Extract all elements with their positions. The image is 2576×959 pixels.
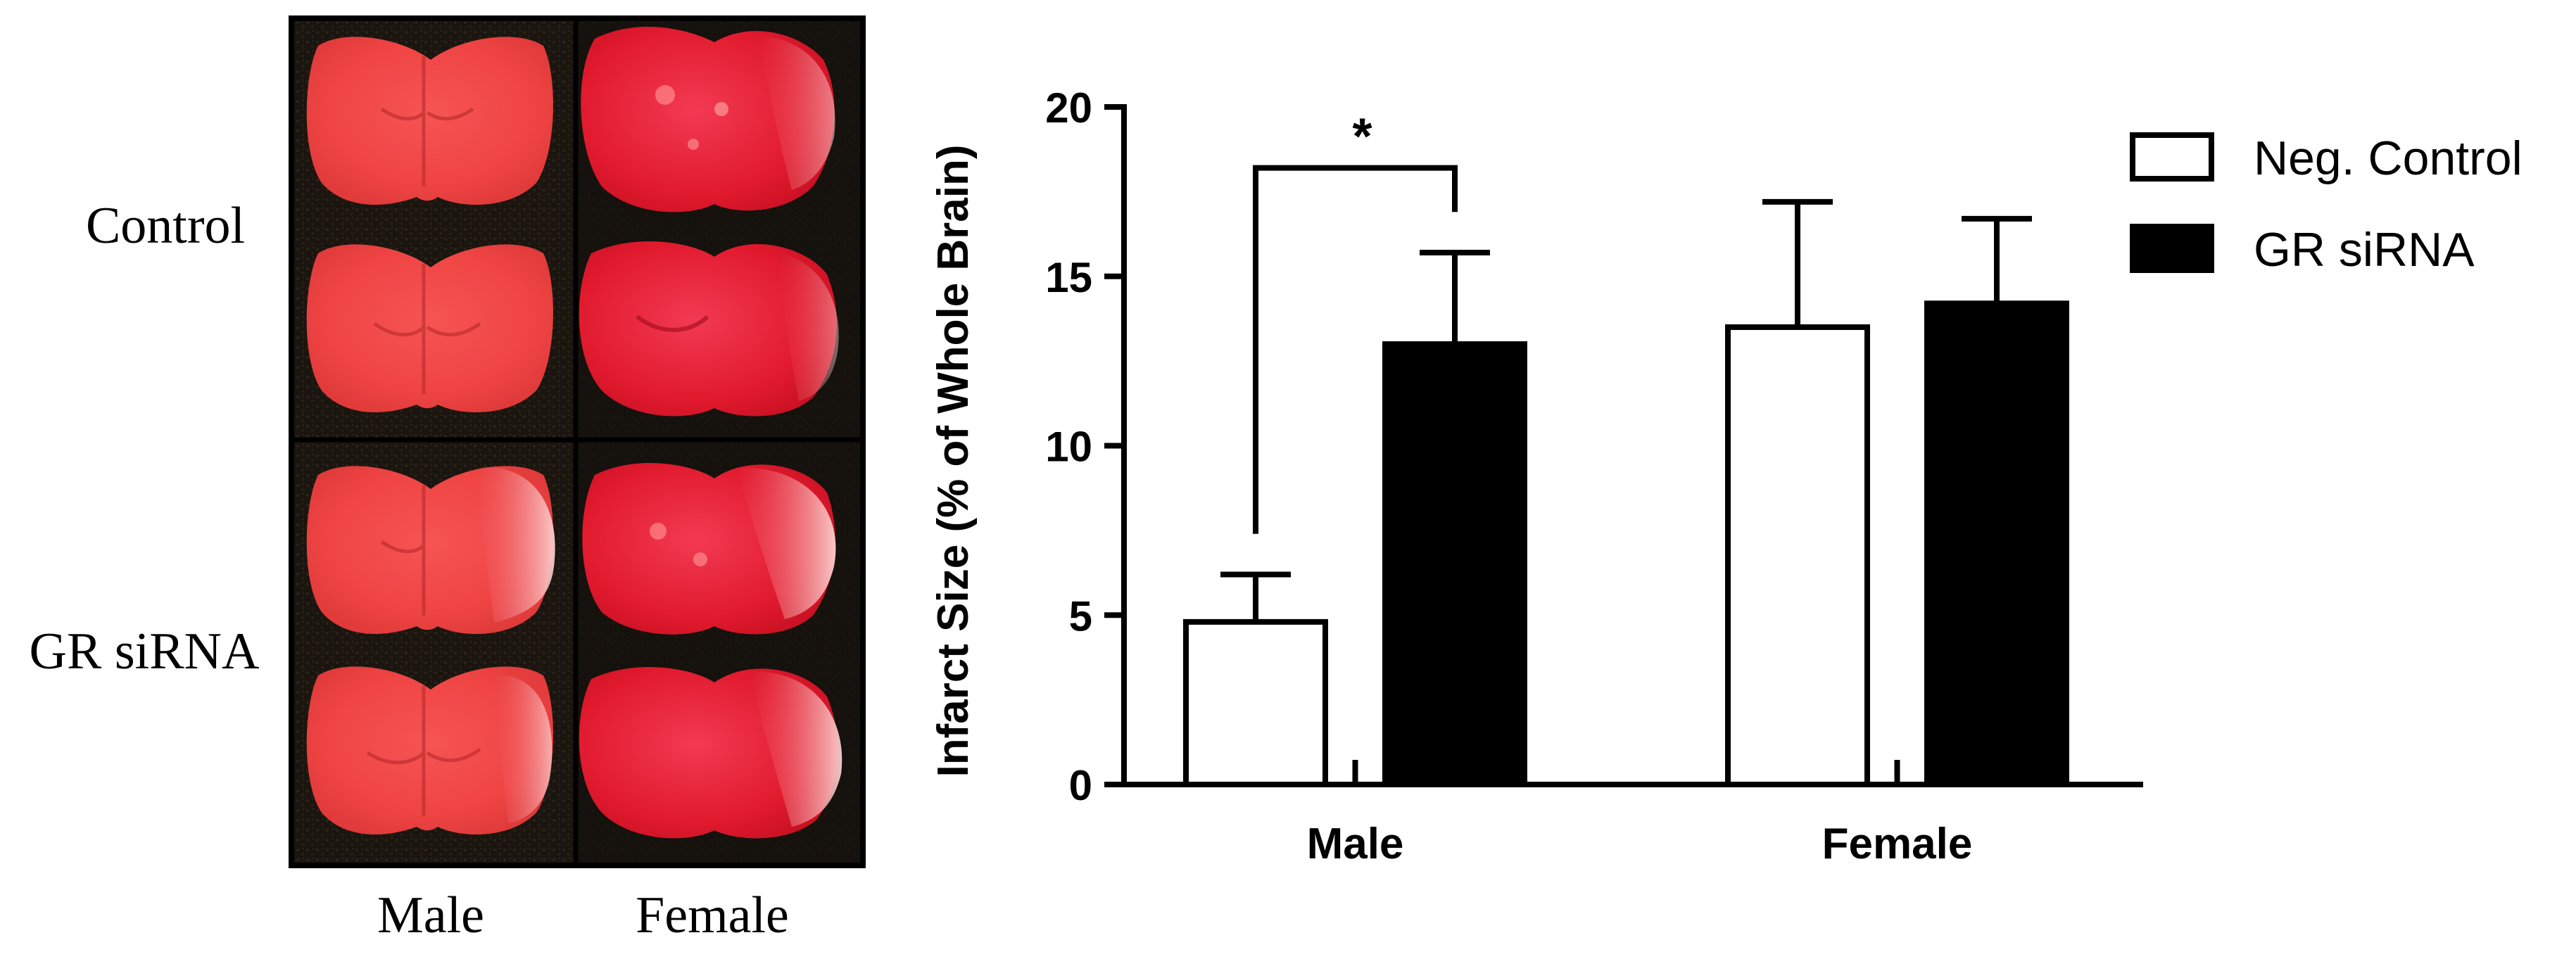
tissue-photo-panel: Control GR siRNA Male Female [30,15,866,944]
bar-female-neg-control [1725,324,1870,788]
y-axis-title: Infarct Size (% of Whole Brain) [929,144,978,777]
bar-female-gr-sirna [1924,300,2069,787]
female-sirna-slice-1 [582,463,836,635]
legend: Neg. Control GR siRNA [2130,132,2523,277]
x-tick-label: Female [1822,820,1973,868]
bars [1183,300,2069,788]
photo-row-label-gr-sirna: GR siRNA [30,623,260,680]
y-tick-label: 0 [1069,762,1092,809]
y-tick-label: 10 [1045,424,1092,471]
y-tick-label: 20 [1045,84,1092,132]
photo-column-label-female: Female [636,887,789,944]
legend-label: Neg. Control [2254,132,2523,185]
male-control-slice-1 [306,37,553,205]
error-bars [1220,198,2032,622]
legend-swatch [2130,224,2214,273]
photo-column-label-male: Male [377,887,484,944]
significance-bracket-line [1253,165,1458,534]
bar-male-gr-sirna [1382,341,1527,787]
male-sirna-slice-2 [306,666,553,835]
y-tick-label: 15 [1045,254,1092,301]
x-tick-label: Male [1307,820,1404,868]
y-axis-ticks: 0 5 10 15 20 [1045,84,1124,809]
male-sirna-slice-1 [306,466,555,635]
x-axis-ticks: Male Female [1307,760,1973,868]
legend-label: GR siRNA [2254,223,2475,277]
female-sirna-slice-2 [579,667,842,839]
photo-row-label-control: Control [86,197,245,255]
significance-asterisk: * [1352,109,1372,165]
bar-male-neg-control [1183,618,1328,787]
legend-swatch [2130,132,2214,182]
significance-bracket: * [1253,109,1458,534]
bar-chart: Infarct Size (% of Whole Brain) 0 5 10 15 20… [929,84,2523,868]
female-control-slice-2 [579,241,839,417]
y-tick-label: 5 [1069,592,1092,640]
female-control-slice-1 [581,27,835,212]
male-control-slice-2 [306,244,553,413]
